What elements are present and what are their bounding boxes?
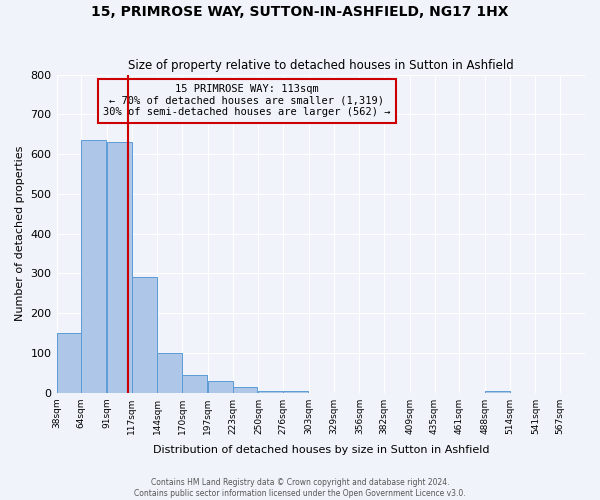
Bar (56, 333, 81, 392)
Bar (485, 390, 510, 392)
Bar (107, 142, 132, 393)
Bar (259, 390, 283, 392)
Bar (132, 278, 157, 392)
Bar (157, 353, 182, 393)
Bar (182, 375, 207, 392)
Text: 15 PRIMROSE WAY: 113sqm
← 70% of detached houses are smaller (1,319)
30% of semi: 15 PRIMROSE WAY: 113sqm ← 70% of detache… (103, 84, 391, 117)
X-axis label: Distribution of detached houses by size in Sutton in Ashfield: Distribution of detached houses by size … (152, 445, 489, 455)
Text: 15, PRIMROSE WAY, SUTTON-IN-ASHFIELD, NG17 1HX: 15, PRIMROSE WAY, SUTTON-IN-ASHFIELD, NG… (91, 5, 509, 19)
Bar (283, 390, 308, 392)
Bar (81, 140, 106, 392)
Bar (233, 386, 257, 392)
Y-axis label: Number of detached properties: Number of detached properties (15, 146, 25, 322)
Text: Contains HM Land Registry data © Crown copyright and database right 2024.
Contai: Contains HM Land Registry data © Crown c… (134, 478, 466, 498)
Title: Size of property relative to detached houses in Sutton in Ashfield: Size of property relative to detached ho… (128, 59, 514, 72)
Bar (208, 380, 233, 392)
